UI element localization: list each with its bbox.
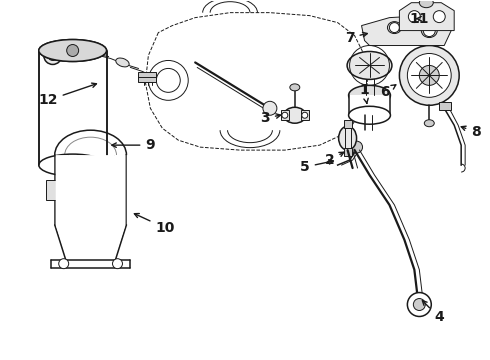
Circle shape bbox=[433, 11, 445, 23]
Polygon shape bbox=[56, 155, 125, 258]
Bar bbox=[39, 50, 106, 165]
Circle shape bbox=[419, 66, 439, 85]
Circle shape bbox=[156, 68, 180, 92]
Ellipse shape bbox=[39, 40, 106, 62]
Bar bbox=[301, 110, 309, 120]
Circle shape bbox=[113, 259, 122, 269]
Circle shape bbox=[399, 45, 459, 105]
Ellipse shape bbox=[424, 120, 434, 127]
Ellipse shape bbox=[76, 50, 95, 59]
Circle shape bbox=[302, 112, 308, 118]
Ellipse shape bbox=[290, 84, 300, 91]
Bar bbox=[138, 72, 156, 82]
Text: 9: 9 bbox=[112, 138, 155, 152]
Ellipse shape bbox=[284, 107, 306, 123]
Circle shape bbox=[59, 259, 69, 269]
Circle shape bbox=[390, 23, 399, 32]
Text: 10: 10 bbox=[134, 213, 175, 235]
Bar bbox=[46, 180, 56, 200]
Text: 3: 3 bbox=[260, 111, 281, 125]
Text: 8: 8 bbox=[461, 125, 481, 139]
Text: 2: 2 bbox=[325, 152, 344, 167]
Polygon shape bbox=[399, 3, 454, 31]
Text: 4: 4 bbox=[422, 301, 444, 324]
Circle shape bbox=[148, 60, 188, 100]
Circle shape bbox=[48, 50, 58, 60]
Ellipse shape bbox=[348, 106, 391, 124]
Text: 5: 5 bbox=[300, 160, 333, 174]
Bar bbox=[439, 102, 451, 110]
Polygon shape bbox=[412, 8, 419, 15]
Circle shape bbox=[408, 11, 420, 23]
Ellipse shape bbox=[39, 40, 106, 62]
Ellipse shape bbox=[421, 24, 437, 37]
Ellipse shape bbox=[39, 154, 106, 176]
Circle shape bbox=[407, 54, 451, 97]
Text: 6: 6 bbox=[380, 85, 396, 99]
Bar bbox=[343, 120, 352, 128]
Ellipse shape bbox=[348, 85, 391, 105]
Bar bbox=[343, 148, 352, 156]
Ellipse shape bbox=[116, 58, 129, 67]
Text: 1: 1 bbox=[360, 84, 369, 103]
Circle shape bbox=[423, 24, 435, 37]
Circle shape bbox=[44, 46, 62, 64]
Text: 7: 7 bbox=[345, 31, 368, 45]
Ellipse shape bbox=[339, 126, 357, 150]
Circle shape bbox=[263, 101, 277, 115]
Circle shape bbox=[407, 293, 431, 316]
Ellipse shape bbox=[347, 51, 392, 80]
Bar bbox=[348, 95, 391, 115]
Bar bbox=[281, 110, 289, 120]
Text: 11: 11 bbox=[410, 12, 429, 26]
Ellipse shape bbox=[419, 0, 433, 8]
Circle shape bbox=[414, 298, 425, 310]
Circle shape bbox=[67, 45, 78, 57]
Ellipse shape bbox=[388, 22, 401, 33]
Polygon shape bbox=[362, 15, 451, 45]
Circle shape bbox=[282, 112, 288, 118]
Text: 12: 12 bbox=[38, 83, 97, 107]
Circle shape bbox=[350, 141, 363, 153]
